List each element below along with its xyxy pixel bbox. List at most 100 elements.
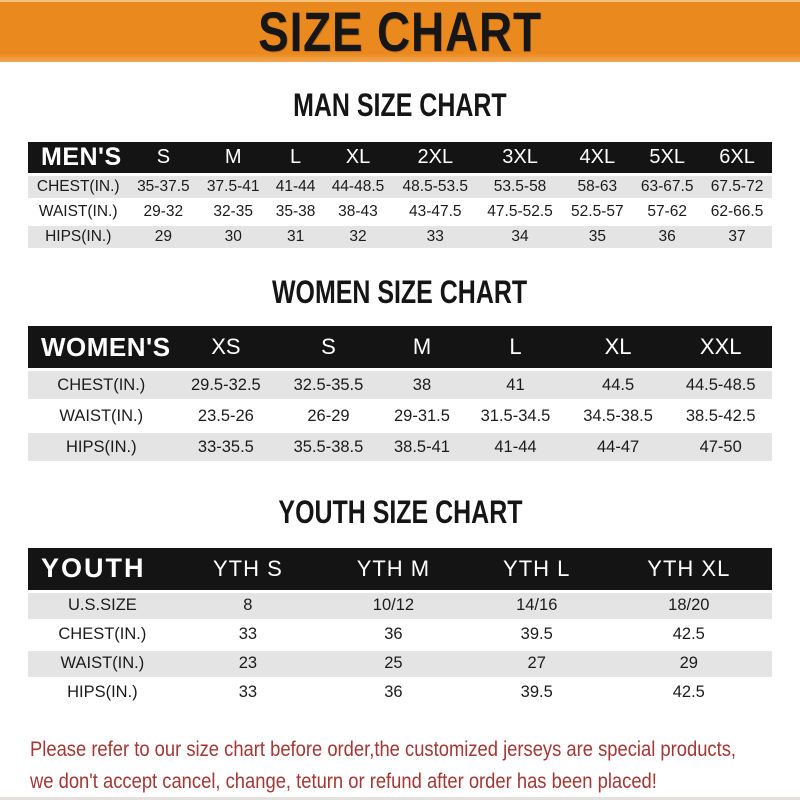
measurement-row: U.S.SIZE 8 10/12 14/16 18/20 — [28, 592, 772, 619]
size-value: 32-35 — [198, 201, 269, 224]
size-column-header: XL — [566, 326, 670, 369]
row-label: HIPS(IN.) — [28, 433, 175, 462]
size-value: 42.5 — [605, 679, 772, 706]
women-chart-heading: WOMEN SIZE CHART — [28, 274, 772, 311]
size-value: 25 — [318, 650, 468, 677]
size-value: 36 — [632, 226, 703, 249]
size-column-header: L — [268, 142, 324, 174]
size-value: 33 — [176, 679, 319, 706]
size-value: 29 — [605, 650, 772, 677]
youth-size-section: YOUTH SIZE CHART YOUTH YTH S YTH M YTH L YTH… — [28, 495, 772, 708]
size-value: 33-35.5 — [174, 433, 278, 462]
size-value: 14/16 — [467, 592, 606, 619]
size-value: 34.5-38.5 — [566, 402, 670, 431]
measurement-row: CHEST(IN.) 33 36 39.5 42.5 — [28, 621, 772, 648]
size-value: 42.5 — [605, 621, 772, 648]
measurement-row: WAIST(IN.) 23 25 27 29 — [28, 650, 772, 677]
youth-header-row: YOUTH YTH S YTH M YTH L YTH XL — [28, 547, 772, 590]
women-corner-label: WOMEN'S — [28, 326, 175, 369]
size-value: 44-47 — [566, 433, 670, 462]
page-title: SIZE CHART — [258, 0, 542, 63]
size-value: 29 — [128, 226, 199, 249]
size-value: 41 — [464, 371, 567, 400]
size-column-header: 2XL — [392, 142, 478, 174]
size-value: 47-50 — [669, 433, 772, 462]
men-size-section: MAN SIZE CHART MEN'S S M L XL 2XL 3XL 4XL 5XL 6XL… — [28, 87, 772, 251]
size-column-header: XXL — [669, 326, 772, 369]
row-label: CHEST(IN.) — [28, 621, 177, 648]
size-value: 57-62 — [632, 201, 703, 224]
size-value: 38 — [379, 371, 465, 400]
size-column-header: 5XL — [632, 142, 703, 174]
size-value: 37.5-41 — [198, 176, 269, 199]
size-column-header: 4XL — [562, 142, 633, 174]
youth-corner-label: YOUTH — [28, 547, 177, 590]
size-value: 26-29 — [277, 402, 380, 431]
size-value: 62-66.5 — [702, 201, 772, 224]
size-value: 29-32 — [128, 201, 199, 224]
size-value: 44-48.5 — [323, 176, 393, 199]
youth-chart-heading-text: YOUTH SIZE CHART — [277, 494, 523, 531]
size-value: 36 — [318, 621, 468, 648]
size-column-header: 6XL — [702, 142, 772, 174]
size-value: 31.5-34.5 — [464, 402, 567, 431]
row-label: CHEST(IN.) — [28, 371, 175, 400]
size-column-header: YTH S — [176, 547, 319, 590]
size-value: 34 — [477, 226, 563, 249]
women-size-section: WOMEN SIZE CHART WOMEN'S XS S M L XL XXL CHEST(… — [28, 274, 772, 464]
size-value: 39.5 — [467, 679, 606, 706]
youth-chart-heading: YOUTH SIZE CHART — [28, 495, 772, 530]
size-value: 58-63 — [562, 176, 633, 199]
size-column-header: YTH L — [467, 547, 606, 590]
size-value: 35 — [562, 226, 633, 249]
men-size-table: MEN'S S M L XL 2XL 3XL 4XL 5XL 6XL CHEST(IN.) 35-37… — [28, 139, 772, 251]
size-value: 35-38 — [268, 201, 324, 224]
row-label: WAIST(IN.) — [28, 402, 175, 431]
size-column-header: S — [128, 142, 199, 174]
measurement-row: HIPS(IN.) 33 36 39.5 42.5 — [28, 679, 772, 706]
men-chart-heading-text: MAN SIZE CHART — [293, 87, 507, 123]
size-value: 23.5-26 — [174, 402, 278, 431]
size-value: 44.5 — [566, 371, 670, 400]
measurement-row: WAIST(IN.) 23.5-26 26-29 29-31.5 31.5-34.5 34… — [28, 402, 772, 431]
row-label: HIPS(IN.) — [28, 226, 129, 249]
size-column-header: M — [379, 326, 465, 369]
measurement-row: CHEST(IN.) 29.5-32.5 32.5-35.5 38 41 44.5 44.5… — [28, 371, 772, 400]
size-column-header: XS — [174, 326, 278, 369]
size-value: 36 — [318, 679, 468, 706]
size-value: 41-44 — [464, 433, 567, 462]
measurement-row: WAIST(IN.) 29-32 32-35 35-38 38-43 43-47.5 47.… — [28, 201, 772, 224]
size-value: 63-67.5 — [632, 176, 703, 199]
measurement-row: HIPS(IN.) 29 30 31 32 33 34 35 36 37 — [28, 226, 772, 249]
row-label: HIPS(IN.) — [28, 679, 177, 706]
youth-size-table: YOUTH YTH S YTH M YTH L YTH XL U.S.SIZE 8 10/12… — [28, 545, 772, 709]
size-value: 38.5-41 — [379, 433, 465, 462]
size-value: 52.5-57 — [562, 201, 633, 224]
size-value: 10/12 — [318, 592, 468, 619]
women-chart-heading-text: WOMEN SIZE CHART — [272, 274, 528, 311]
size-column-header: 3XL — [477, 142, 563, 174]
women-header-row: WOMEN'S XS S M L XL XXL — [28, 326, 772, 369]
size-value: 30 — [198, 226, 269, 249]
size-column-header: YTH M — [318, 547, 468, 590]
size-value: 31 — [268, 226, 324, 249]
size-value: 39.5 — [467, 621, 606, 648]
size-chart-banner: SIZE CHART — [0, 0, 800, 62]
size-value: 41-44 — [268, 176, 324, 199]
size-value: 43-47.5 — [392, 201, 478, 224]
row-label: WAIST(IN.) — [28, 201, 129, 224]
size-value: 35-37.5 — [128, 176, 199, 199]
size-value: 38.5-42.5 — [669, 402, 772, 431]
size-value: 38-43 — [323, 201, 393, 224]
size-value: 8 — [176, 592, 319, 619]
size-column-header: YTH XL — [605, 547, 772, 590]
size-value: 53.5-58 — [477, 176, 563, 199]
men-chart-heading: MAN SIZE CHART — [28, 87, 772, 123]
size-value: 47.5-52.5 — [477, 201, 563, 224]
row-label: WAIST(IN.) — [28, 650, 177, 677]
size-value: 67.5-72 — [702, 176, 772, 199]
measurement-row: HIPS(IN.) 33-35.5 35.5-38.5 38.5-41 41-44 44-… — [28, 433, 772, 462]
size-value: 35.5-38.5 — [277, 433, 380, 462]
measurement-row: CHEST(IN.) 35-37.5 37.5-41 41-44 44-48.5 48.5… — [28, 176, 772, 199]
size-value: 32 — [323, 226, 393, 249]
